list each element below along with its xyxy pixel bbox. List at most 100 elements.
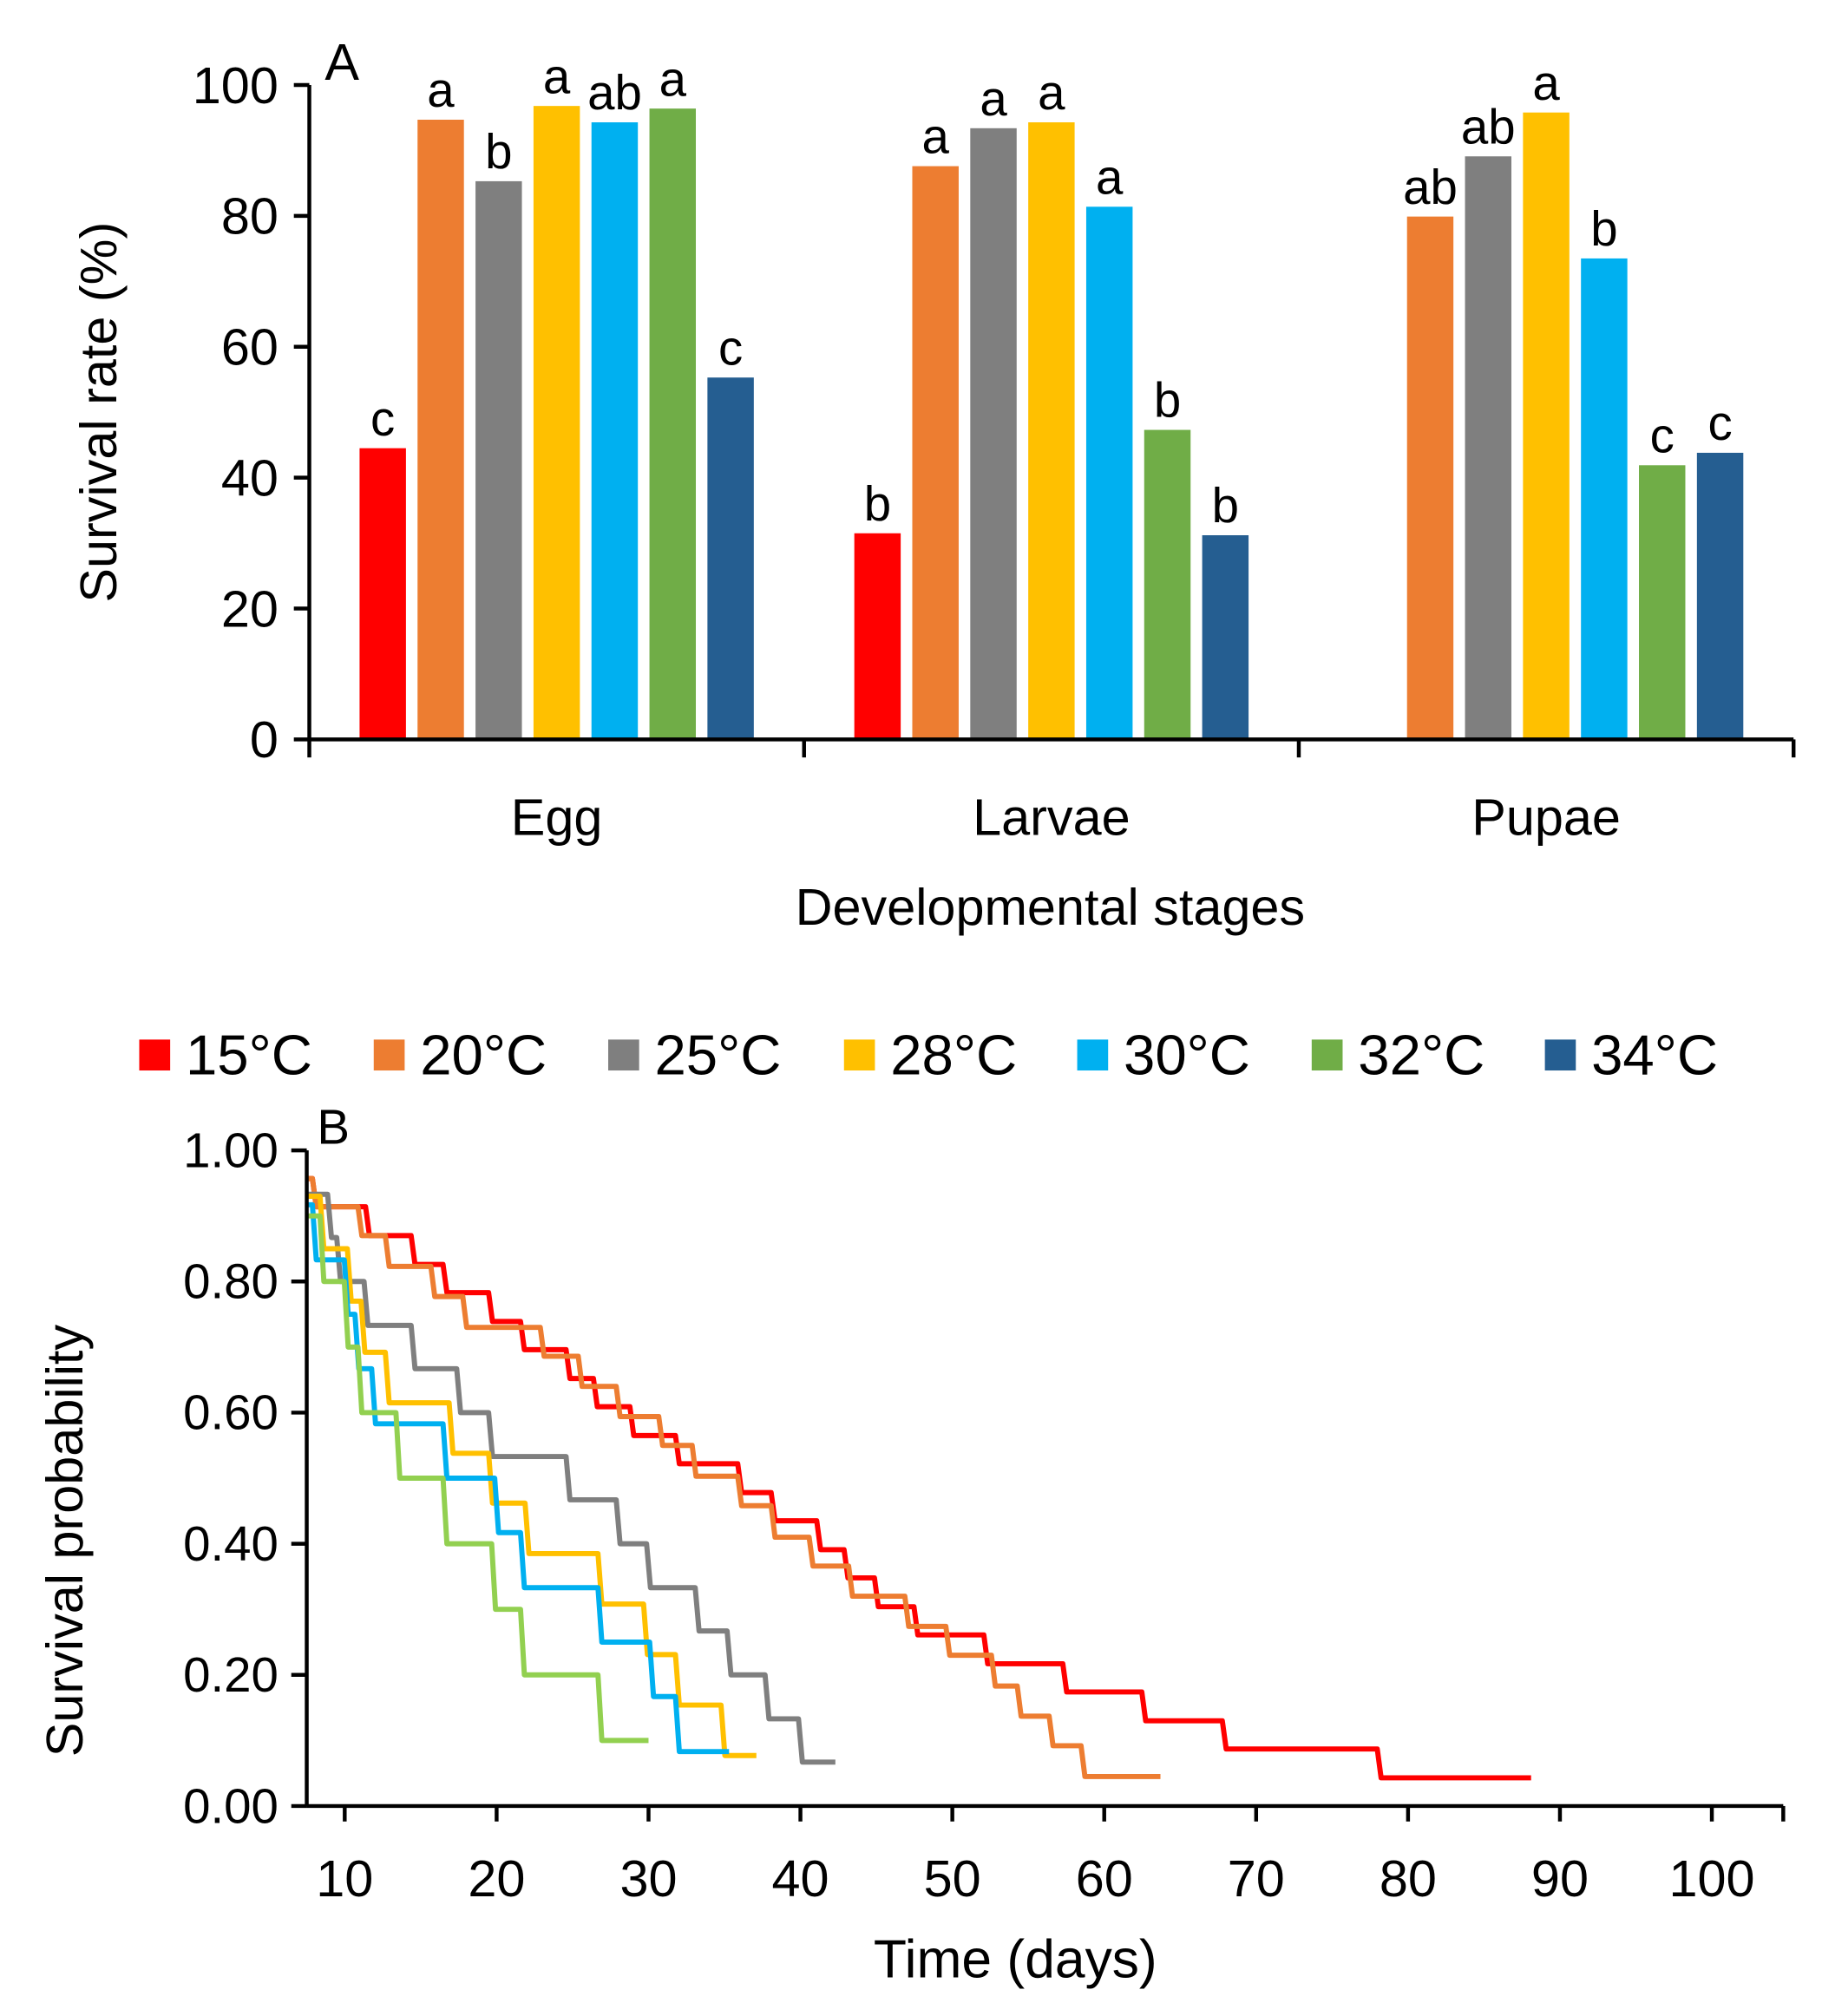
legend-label: 30°C xyxy=(1124,1023,1250,1086)
significance-letter: c xyxy=(370,391,395,446)
x-tick-label: 70 xyxy=(1228,1849,1285,1908)
y-tick-label: 0.20 xyxy=(183,1647,279,1702)
survival-line-20c xyxy=(306,1175,1161,1779)
y-axis-title: Survival rate (%) xyxy=(69,222,128,603)
legend-item: 20°C xyxy=(373,1023,547,1086)
y-tick-label: 80 xyxy=(221,187,279,245)
significance-letter: a xyxy=(1532,56,1560,110)
survival-lines xyxy=(306,1175,1531,1781)
bar-egg-5 xyxy=(649,108,697,740)
x-tick-label: Larvae xyxy=(973,788,1131,846)
significance-letter: ab xyxy=(1403,160,1458,214)
y-tick-label: 1.00 xyxy=(183,1123,279,1177)
bar-larvae-5 xyxy=(1144,429,1191,740)
significance-letter: c xyxy=(1707,396,1732,450)
bar-egg-0 xyxy=(359,448,406,740)
legend-item: 32°C xyxy=(1311,1023,1484,1086)
y-tick-label: 0.40 xyxy=(183,1516,279,1571)
survival-line-28c xyxy=(306,1194,757,1758)
panel-b-label: B xyxy=(317,1100,350,1155)
x-tick-label: 60 xyxy=(1076,1849,1133,1908)
significance-letter: b xyxy=(485,124,512,179)
significance-letter: a xyxy=(659,51,687,106)
bar-larvae-2 xyxy=(970,128,1017,740)
bar-larvae-0 xyxy=(854,533,901,740)
x-axis-title: Developmental stages xyxy=(796,878,1305,936)
legend-label: 28°C xyxy=(890,1023,1017,1086)
x-tick-label: 80 xyxy=(1380,1849,1437,1908)
bar-pupae-3 xyxy=(1523,112,1570,740)
legend-item: 34°C xyxy=(1544,1023,1718,1086)
y-tick-label: 40 xyxy=(221,448,279,507)
x-axis-title: Time (days) xyxy=(874,1929,1157,1989)
y-tick-label: 0 xyxy=(250,710,279,769)
y-tick-label: 100 xyxy=(193,56,279,115)
bar-larvae-1 xyxy=(912,166,959,740)
bar-egg-6 xyxy=(707,377,754,740)
x-tick-label: 100 xyxy=(1669,1849,1755,1908)
bar-pupae-5 xyxy=(1639,465,1686,740)
legend-swatch xyxy=(1311,1039,1343,1071)
legend-label: 32°C xyxy=(1358,1023,1484,1086)
significance-letter: a xyxy=(543,49,571,103)
legend-swatch xyxy=(139,1039,171,1071)
legend-swatch xyxy=(843,1039,875,1071)
y-tick-label: 20 xyxy=(221,579,279,638)
x-tick-label: 30 xyxy=(619,1849,677,1908)
bar-egg-1 xyxy=(417,119,464,740)
significance-letter: b xyxy=(1154,373,1181,428)
x-tick-label: 40 xyxy=(772,1849,829,1908)
bar-larvae-3 xyxy=(1028,122,1075,740)
bar-larvae-4 xyxy=(1085,206,1133,740)
significance-letter: ab xyxy=(1461,99,1516,154)
legend-swatch xyxy=(1077,1039,1109,1071)
bar-pupae-6 xyxy=(1696,452,1744,740)
x-tick-label: 20 xyxy=(468,1849,525,1908)
significance-letter: b xyxy=(864,476,891,531)
survival-line-32c xyxy=(306,1213,649,1744)
significance-letter: a xyxy=(922,109,950,164)
survival-line-30c xyxy=(306,1201,730,1755)
y-axis-title: Survival probability xyxy=(36,1325,94,1757)
legend-label: 34°C xyxy=(1591,1023,1718,1086)
significance-letter: a xyxy=(980,71,1007,126)
legend-label: 25°C xyxy=(654,1023,781,1086)
legend-item: 30°C xyxy=(1077,1023,1250,1086)
legend-label: 15°C xyxy=(186,1023,312,1086)
bar-egg-3 xyxy=(533,106,580,740)
bar-pupae-4 xyxy=(1581,258,1628,740)
legend-swatch xyxy=(373,1039,405,1071)
significance-letter: a xyxy=(427,62,455,117)
x-tick-label: 90 xyxy=(1531,1849,1589,1908)
significance-letter: b xyxy=(1212,478,1239,533)
significance-letter: ab xyxy=(587,65,642,120)
legend: 15°C 20°C 25°C 28°C 30°C 32°C 34°C xyxy=(139,1023,1718,1086)
y-tick-label: 0.80 xyxy=(183,1254,279,1309)
panel-a-label: A xyxy=(324,33,359,91)
bar-pupae-2 xyxy=(1465,156,1512,740)
y-tick-label: 60 xyxy=(221,318,279,376)
significance-letter: c xyxy=(718,320,743,375)
legend-label: 20°C xyxy=(420,1023,547,1086)
significance-letter: c xyxy=(1650,408,1675,462)
x-tick-label: 50 xyxy=(924,1849,981,1908)
significance-letter: b xyxy=(1590,201,1617,256)
legend-item: 28°C xyxy=(843,1023,1017,1086)
legend-item: 25°C xyxy=(608,1023,781,1086)
bar-larvae-6 xyxy=(1202,535,1249,740)
significance-letter: a xyxy=(1096,149,1124,204)
axes: 0 20 40 60 80 100 Egg Larvae Pupae xyxy=(193,56,1796,846)
bar-pupae-1 xyxy=(1406,216,1454,740)
axes: 0.00 0.20 0.40 0.60 0.80 1.00 10 20 30 40 50 60 70 80… xyxy=(183,1123,1786,1908)
legend-item: 15°C xyxy=(139,1023,312,1086)
legend-swatch xyxy=(608,1039,639,1071)
x-tick-label: Egg xyxy=(511,788,603,846)
bar-egg-4 xyxy=(591,122,639,740)
x-tick-label: 10 xyxy=(316,1849,373,1908)
y-tick-label: 0.60 xyxy=(183,1385,279,1440)
x-tick-label: Pupae xyxy=(1471,788,1621,846)
legend-swatch xyxy=(1544,1039,1576,1071)
panel-b-survival-curve: B 0.00 0.20 0.40 0.60 0.80 1.00 10 20 30 40 50 60 70… xyxy=(36,1100,1786,1989)
